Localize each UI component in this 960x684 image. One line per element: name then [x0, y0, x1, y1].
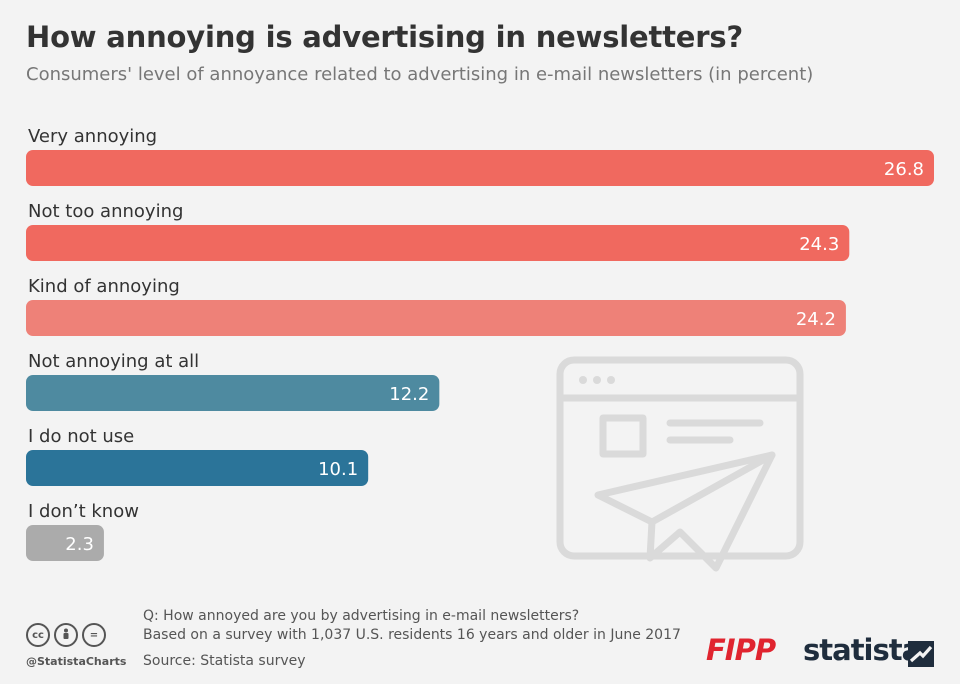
bar-value-label: 24.2 — [796, 309, 836, 330]
page-title: How annoying is advertising in newslette… — [26, 20, 744, 54]
bar[interactable] — [26, 375, 440, 411]
twitter-handle[interactable]: @StatistaCharts — [26, 655, 127, 668]
category-label: I don’t know — [28, 501, 139, 522]
no-derivatives-icon: = — [82, 623, 106, 647]
category-label: Kind of annoying — [28, 276, 180, 297]
license-icons[interactable]: cc = — [26, 623, 106, 647]
bar[interactable] — [26, 150, 934, 186]
page-subtitle: Consumers' level of annoyance related to… — [26, 64, 814, 85]
source-note: Source: Statista survey — [143, 653, 306, 669]
attribution-icon — [54, 623, 78, 647]
creative-commons-icon: cc — [26, 623, 50, 647]
footnote-question: Q: How annoyed are you by advertising in… — [143, 608, 580, 624]
category-label: Very annoying — [28, 126, 157, 147]
bar[interactable] — [26, 300, 846, 336]
bar[interactable] — [26, 225, 850, 261]
bar-value-label: 10.1 — [318, 459, 358, 480]
bar-value-label: 12.2 — [389, 384, 429, 405]
statista-mark-icon — [908, 641, 934, 667]
newsletter-illustration-icon — [556, 356, 804, 572]
bar[interactable] — [26, 525, 104, 561]
category-label: I do not use — [28, 426, 134, 447]
bar-value-label: 26.8 — [884, 159, 924, 180]
bar-value-label: 24.3 — [799, 234, 839, 255]
newsletter-dots-icon — [579, 376, 615, 384]
bar-value-label: 2.3 — [65, 534, 94, 555]
footnote-survey-base: Based on a survey with 1,037 U.S. reside… — [143, 627, 681, 643]
bar[interactable] — [26, 450, 369, 486]
category-label: Not too annoying — [28, 201, 183, 222]
category-label: Not annoying at all — [28, 351, 199, 372]
fipp-logo[interactable]: FIPP — [706, 633, 776, 667]
statista-logo[interactable]: statista — [803, 633, 921, 667]
